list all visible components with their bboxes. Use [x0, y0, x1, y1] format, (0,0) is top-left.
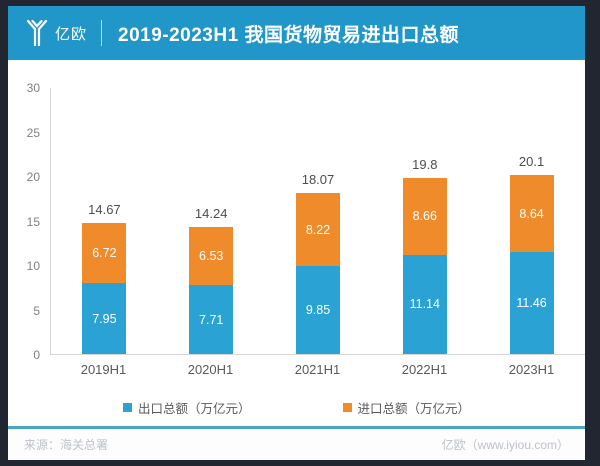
bar-segment: 9.85	[295, 266, 340, 354]
y-tick-label: 20	[26, 170, 40, 185]
x-category-label: 2020H1	[187, 362, 234, 377]
bar-value-label: 9.85	[305, 303, 331, 318]
footer-bar: 来源：海关总署 亿欧（www.iyiou.com）	[8, 429, 585, 460]
footer-divider	[8, 426, 585, 429]
legend-item: 进口总额（万亿元）	[342, 398, 471, 417]
y-axis: 0 5 10 15 20 25 30	[8, 81, 46, 362]
bar-segment: 8.64	[509, 175, 554, 253]
bar-total-label: 18.07	[301, 172, 335, 188]
bar-group-2022H1: 8.66 11.14 19.8	[371, 88, 478, 354]
legend-swatch-icon	[342, 403, 352, 412]
bar-value-label: 11.14	[409, 297, 440, 312]
y-tick-label: 0	[33, 348, 40, 362]
y-tick-label: 15	[26, 214, 40, 229]
bar-value-label: 8.66	[412, 209, 437, 224]
chart-region: 0 5 10 15 20 25 30 6.72 7.95 14.67 6.53 7.71 14.24 8…	[8, 60, 585, 426]
yiou-logo-icon	[26, 19, 48, 47]
bar-stack: 6.72 7.95	[82, 223, 127, 354]
bar-segment: 11.46	[509, 252, 554, 354]
header-bar: 亿欧 2019-2023H1 我国货物贸易进出口总额	[8, 6, 585, 60]
bar-value-label: 8.22	[305, 222, 331, 237]
bar-segment: 8.22	[295, 193, 340, 267]
legend-swatch-icon	[122, 403, 132, 412]
header-divider	[101, 20, 103, 46]
page: 亿欧 2019-2023H1 我国货物贸易进出口总额 0 5 10 15 20 25 30 …	[8, 6, 585, 460]
bar-value-label: 7.71	[199, 312, 224, 327]
bar-stack: 6.53 7.71	[189, 227, 234, 354]
bar-segment: 6.53	[189, 227, 234, 286]
plot-area: 6.72 7.95 14.67 6.53 7.71 14.24 8.22 9.85 18.07 8…	[50, 88, 585, 355]
source-note: 来源：海关总署	[24, 438, 109, 452]
y-tick-label: 10	[26, 259, 40, 274]
bar-stack: 8.22 9.85	[295, 193, 340, 354]
bar-segment: 8.66	[402, 177, 447, 255]
brand-name: 亿欧	[55, 25, 88, 43]
bar-segment: 11.14	[402, 254, 447, 354]
bar-value-label: 7.95	[92, 311, 117, 326]
bar-value-label: 11.46	[516, 296, 547, 310]
x-axis-labels: 2019H1 2020H1 2021H1 2022H1 2023H1	[50, 362, 585, 377]
credit-note: 亿欧（www.iyiou.com）	[441, 438, 569, 452]
bar-total-label: 14.67	[88, 202, 121, 218]
bar-value-label: 6.72	[92, 246, 117, 261]
legend-label: 出口总额（万亿元）	[137, 402, 251, 416]
bar-segment: 7.95	[82, 283, 127, 354]
x-category-label: 2019H1	[80, 362, 127, 377]
bar-group-2019H1: 6.72 7.95 14.67	[51, 88, 158, 354]
legend-label: 进口总额（万亿元）	[357, 402, 471, 416]
bar-segment: 6.72	[82, 223, 127, 284]
x-category-label: 2022H1	[401, 362, 448, 377]
brand: 亿欧	[24, 18, 87, 48]
y-tick-label: 25	[26, 125, 40, 140]
bar-total-label: 14.24	[194, 206, 228, 222]
bar-total-label: 20.1	[518, 154, 545, 170]
y-tick-label: 5	[33, 303, 40, 318]
bar-stack: 8.64 11.46	[509, 175, 554, 354]
bar-total-label: 19.8	[412, 156, 438, 172]
legend-item: 出口总额（万亿元）	[122, 398, 251, 417]
bar-segment: 7.71	[189, 285, 234, 354]
chart-legend: 出口总额（万亿元） 进口总额（万亿元）	[8, 398, 585, 417]
bar-value-label: 6.53	[199, 249, 224, 264]
x-category-label: 2023H1	[508, 362, 555, 377]
bar-value-label: 8.64	[519, 206, 544, 221]
page-title: 2019-2023H1 我国货物贸易进出口总额	[118, 24, 459, 46]
bar-group-2020H1: 6.53 7.71 14.24	[158, 88, 265, 354]
bar-stack: 8.66 11.14	[402, 177, 447, 354]
bar-group-2023H1: 8.64 11.46 20.1	[478, 88, 585, 354]
bar-group-2021H1: 8.22 9.85 18.07	[265, 88, 372, 354]
y-tick-label: 30	[26, 81, 40, 95]
x-category-label: 2021H1	[294, 362, 341, 377]
